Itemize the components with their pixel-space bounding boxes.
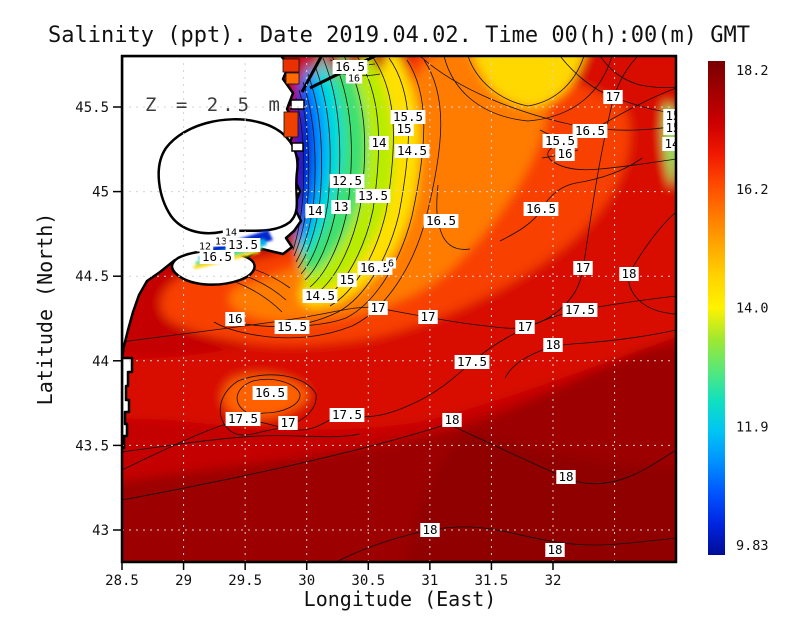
svg-text:15: 15 [665, 108, 680, 123]
svg-text:16.5: 16.5 [526, 201, 556, 216]
svg-text:13: 13 [215, 237, 227, 248]
svg-text:17.5: 17.5 [228, 411, 258, 426]
svg-text:16.5: 16.5 [335, 59, 365, 74]
svg-text:15: 15 [339, 272, 354, 287]
x-axis-label: Longitude (East) [304, 587, 497, 611]
y-axis-ticks: 45.5 45 44.5 44 43.5 43 [75, 100, 122, 539]
gridlines [122, 56, 676, 562]
svg-text:9.83: 9.83 [736, 538, 769, 554]
svg-text:45: 45 [92, 185, 109, 201]
svg-text:16: 16 [557, 146, 572, 161]
svg-text:18: 18 [422, 522, 437, 537]
svg-text:18: 18 [444, 412, 459, 427]
shore-steps [122, 356, 134, 450]
svg-text:13: 13 [333, 199, 348, 214]
svg-text:31: 31 [421, 573, 438, 589]
svg-text:17: 17 [517, 319, 532, 334]
svg-text:14.5: 14.5 [397, 143, 427, 158]
svg-text:45.5: 45.5 [75, 100, 109, 116]
coastal-key [291, 142, 304, 152]
x-axis-ticks: 28.5 29 29.5 30 30.5 31 31.5 32 [105, 562, 561, 589]
svg-text:29: 29 [175, 573, 192, 589]
svg-text:15.5: 15.5 [393, 109, 423, 124]
svg-text:17: 17 [370, 300, 385, 315]
svg-text:15: 15 [665, 120, 680, 135]
svg-text:29.5: 29.5 [228, 573, 262, 589]
lagoon-patch [285, 72, 300, 85]
svg-text:30: 30 [298, 573, 315, 589]
svg-text:43.5: 43.5 [75, 438, 109, 454]
svg-text:28.5: 28.5 [105, 573, 139, 589]
svg-text:30.5: 30.5 [351, 573, 385, 589]
svg-text:16.2: 16.2 [736, 182, 769, 198]
svg-text:14.5: 14.5 [305, 288, 335, 303]
svg-text:16.5: 16.5 [255, 385, 285, 400]
svg-text:18: 18 [547, 542, 562, 557]
lagoon-patch [282, 58, 300, 73]
sand-spit [300, 56, 324, 93]
depth-annotation: Z = 2.5 m [145, 94, 284, 116]
colorbar-tick-labels: 18.2 16.2 14.0 11.9 9.83 [736, 63, 769, 554]
svg-text:14.0: 14.0 [736, 301, 769, 317]
svg-text:17.5: 17.5 [565, 302, 595, 317]
svg-text:15: 15 [396, 121, 411, 136]
svg-text:16.5: 16.5 [575, 123, 605, 138]
svg-text:11.9: 11.9 [736, 419, 769, 435]
svg-text:6: 6 [388, 259, 394, 270]
svg-text:13.5: 13.5 [358, 188, 388, 203]
colorbar-gradient [708, 61, 725, 555]
svg-text:12: 12 [199, 242, 211, 253]
svg-text:18: 18 [545, 337, 560, 352]
contour-value-labels: 16.5161715.5151515141414.515.51616.512.5… [196, 59, 680, 557]
svg-text:16.5: 16.5 [360, 260, 390, 275]
svg-text:14: 14 [371, 135, 386, 150]
plot-border [120, 54, 678, 564]
svg-text:17.5: 17.5 [457, 354, 487, 369]
svg-text:15.5: 15.5 [545, 133, 575, 148]
svg-text:14: 14 [307, 203, 322, 218]
lagoon-patch [283, 111, 299, 138]
svg-text:17: 17 [605, 89, 620, 104]
svg-text:16: 16 [227, 311, 242, 326]
svg-text:14: 14 [225, 228, 237, 239]
svg-text:14: 14 [664, 136, 679, 151]
svg-text:18.2: 18.2 [736, 63, 769, 79]
svg-text:16.5: 16.5 [202, 249, 232, 264]
svg-text:44: 44 [92, 354, 109, 370]
svg-text:31.5: 31.5 [475, 573, 509, 589]
svg-text:13.5: 13.5 [228, 237, 258, 252]
svg-text:17: 17 [575, 260, 590, 275]
svg-text:12.5: 12.5 [332, 173, 362, 188]
coastal-key [290, 99, 305, 110]
svg-text:18: 18 [558, 469, 573, 484]
svg-text:17.5: 17.5 [332, 407, 362, 422]
svg-text:17: 17 [420, 309, 435, 324]
svg-text:44.5: 44.5 [75, 269, 109, 285]
chart-title: Salinity (ppt). Date 2019.04.02. Time 00… [48, 23, 750, 48]
svg-text:16: 16 [348, 74, 360, 85]
y-axis-label: Latitude (North) [33, 213, 57, 406]
svg-text:18: 18 [621, 266, 636, 281]
svg-text:43: 43 [92, 523, 109, 539]
svg-text:15.5: 15.5 [277, 319, 307, 334]
coastal-bay-outline [157, 118, 299, 235]
colorbar: 18.2 16.2 14.0 11.9 9.83 [708, 61, 769, 555]
svg-text:17: 17 [280, 415, 295, 430]
svg-text:16.5: 16.5 [426, 213, 456, 228]
svg-text:32: 32 [545, 573, 562, 589]
